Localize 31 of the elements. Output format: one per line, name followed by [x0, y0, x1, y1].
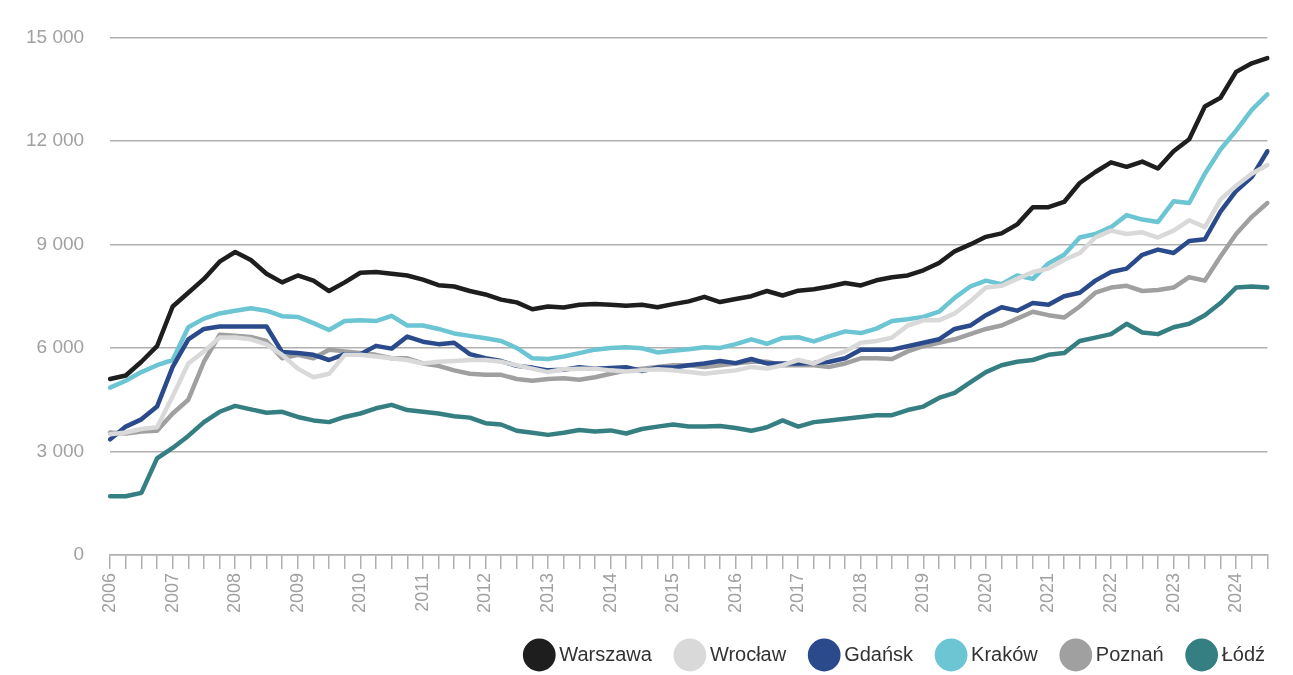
x-tick-label: 2006 — [99, 572, 120, 613]
x-tick-label: 2011 — [411, 572, 432, 612]
x-tick-label: 2013 — [536, 572, 557, 613]
x-tick-label: 2023 — [1162, 572, 1183, 613]
x-tick-label: 2008 — [224, 572, 245, 613]
legend-label: Wrocław — [709, 642, 787, 665]
x-tick-label: 2019 — [912, 572, 933, 613]
x-tick-label: 2012 — [474, 572, 495, 613]
x-tick-label: 2024 — [1225, 572, 1246, 613]
y-tick-label: 3 000 — [36, 439, 85, 461]
x-tick-label: 2015 — [662, 572, 683, 613]
x-tick-label: 2007 — [161, 572, 182, 613]
legend-label: Poznań — [1095, 642, 1164, 665]
x-tick-label: 2010 — [349, 572, 370, 613]
legend-label: Gdańsk — [844, 642, 915, 665]
x-tick-label: 2016 — [724, 572, 745, 613]
y-tick-label: 6 000 — [36, 336, 85, 358]
y-tick-label: 9 000 — [36, 232, 85, 254]
x-tick-label: 2021 — [1037, 572, 1058, 613]
legend-label: Warszawa — [559, 642, 653, 665]
y-tick-label: 15 000 — [25, 25, 85, 47]
x-tick-label: 2017 — [787, 572, 808, 613]
y-tick-label: 0 — [73, 543, 85, 565]
legend-label: Łódź — [1221, 642, 1266, 665]
y-tick-label: 12 000 — [25, 129, 85, 151]
x-tick-label: 2014 — [599, 572, 620, 613]
x-tick-label: 2018 — [849, 572, 870, 613]
legend-label: Kraków — [971, 642, 1039, 665]
x-tick-label: 2009 — [286, 572, 307, 613]
x-tick-label: 2022 — [1099, 572, 1120, 613]
x-tick-label: 2020 — [974, 572, 995, 613]
